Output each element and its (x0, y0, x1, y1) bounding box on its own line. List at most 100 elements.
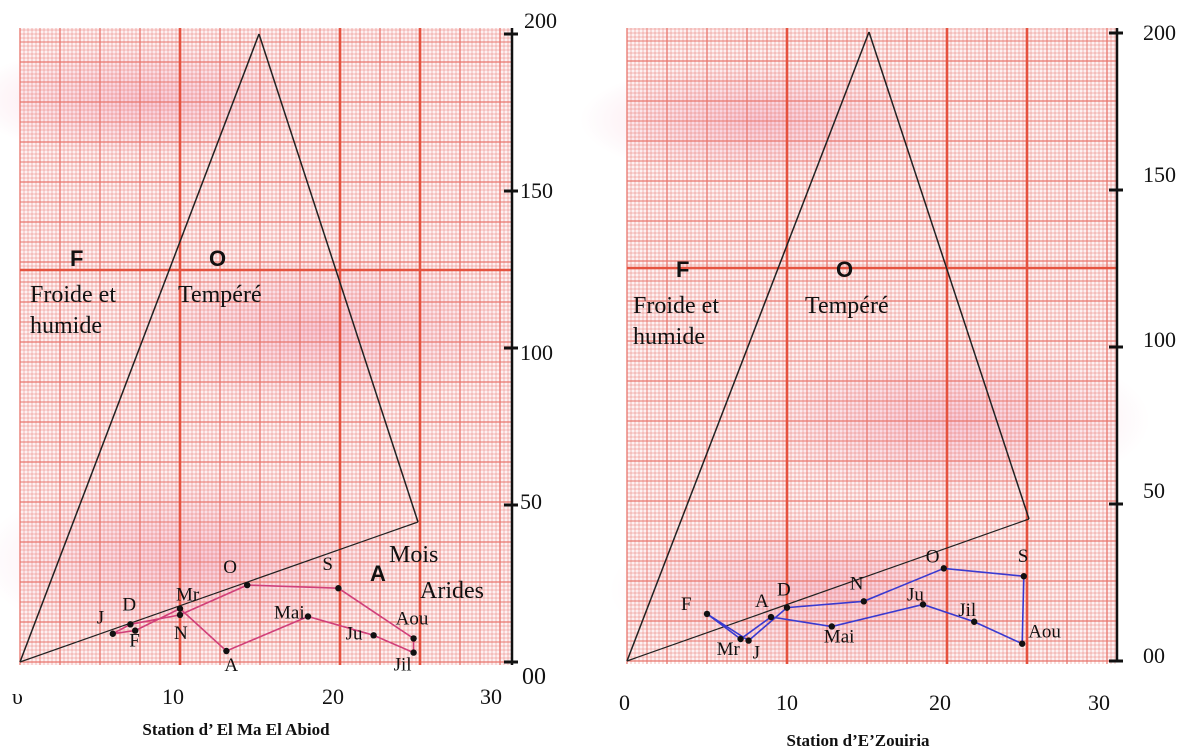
graph-paper-grid (626, 28, 1117, 664)
point-label: Mai (274, 602, 305, 623)
y-tick-50: 50 (1143, 478, 1165, 503)
point-label: A (224, 655, 238, 676)
point-label: J (753, 643, 760, 664)
point-label: S (1018, 546, 1029, 567)
series-e-zouiria: J F Mr A Mai Ju Jil Aou S O N D (681, 546, 1061, 663)
y-tick-200: 200 (524, 8, 557, 33)
data-point (223, 647, 230, 655)
arid-threshold-line (626, 518, 1030, 662)
chart-el-ma-el-abiod: J F Mr A Mai Ju Jil Aou S O N D F Froide et humide … (0, 8, 557, 739)
data-point (860, 598, 867, 605)
chart-title: Station d’E’Zouiria (786, 731, 930, 750)
data-point (745, 637, 752, 644)
data-point (244, 581, 251, 589)
data-point (410, 635, 417, 642)
zone-f-letter: F (676, 257, 689, 282)
zone-o-letter: O (209, 246, 226, 271)
data-point (783, 604, 791, 611)
point-label: Jil (394, 655, 412, 676)
y-tick-100: 100 (520, 340, 553, 365)
data-point (109, 630, 117, 637)
x-tick-10: 10 (776, 690, 798, 715)
x-tick-30: 30 (480, 684, 502, 709)
data-point (176, 605, 184, 612)
point-label: S (322, 554, 333, 575)
data-point (1020, 573, 1027, 580)
chart-title: Station d’ El Ma El Abiod (142, 720, 330, 739)
point-label: Mr (717, 639, 741, 660)
point-label: D (777, 580, 791, 601)
point-label: O (223, 557, 237, 578)
point-label: O (926, 546, 940, 567)
x-tick-10: 10 (162, 684, 184, 709)
point-label: N (174, 623, 188, 644)
zone-f-label-line1: Froide et (633, 293, 719, 319)
y-tick-150: 150 (1143, 162, 1176, 187)
zone-o-label: Tempéré (805, 293, 889, 319)
zone-a-label-line1: Mois (389, 542, 438, 568)
y-tick-labels: 00 50 150 100 200 (520, 8, 557, 690)
point-label: J (97, 608, 104, 629)
point-label: D (122, 594, 136, 615)
point-label: Mr (176, 585, 200, 606)
data-point (335, 585, 342, 592)
x-tick-labels: υ 10 20 30 (12, 684, 502, 709)
y-tick-200: 200 (1143, 20, 1176, 45)
zone-o-label: Tempéré (178, 282, 262, 308)
y-tick-00: 00 (522, 664, 546, 690)
graph-paper-grid (19, 28, 513, 665)
zone-f-label-line2: humide (633, 324, 705, 350)
x-tick-labels: 0 10 20 30 (619, 690, 1110, 715)
arid-threshold-line (19, 521, 419, 663)
point-label: Aou (396, 608, 429, 629)
triangle-right-edge (868, 31, 1030, 520)
data-point (703, 610, 711, 618)
data-point (971, 618, 978, 625)
point-label: F (129, 631, 140, 652)
zone-labels: F Froide et humide O Tempéré (633, 257, 889, 350)
zone-a-letter: A (370, 561, 386, 586)
zone-triangle (626, 31, 1030, 662)
data-point (940, 565, 947, 572)
x-tick-0: 0 (619, 690, 630, 715)
point-label: A (755, 591, 769, 612)
point-label: F (681, 594, 692, 615)
x-tick-20: 20 (929, 690, 951, 715)
zone-triangle (19, 33, 419, 663)
y-tick-50: 50 (520, 489, 542, 514)
y-axis (1109, 28, 1123, 663)
data-point (767, 613, 775, 621)
y-tick-150: 150 (520, 178, 553, 203)
y-tick-100: 100 (1143, 327, 1176, 352)
point-label: Ju (907, 584, 924, 605)
triangle-left-edge (626, 31, 870, 662)
point-label: Jil (958, 600, 976, 621)
data-point (132, 627, 139, 634)
data-point (737, 635, 744, 643)
zone-labels: F Froide et humide O Tempéré A Mois Arid… (30, 246, 484, 604)
zone-o-letter: O (836, 257, 853, 282)
data-point (410, 649, 417, 656)
y-tick-00: 00 (1143, 643, 1165, 668)
paper-background (580, 28, 1150, 670)
chart-e-zouiria: J F Mr A Mai Ju Jil Aou S O N D F Froide et humide … (580, 20, 1176, 750)
y-tick-labels: 00 50 100 150 200 (1143, 20, 1176, 668)
data-point (370, 632, 377, 639)
data-point (127, 621, 134, 628)
x-tick-0: υ (12, 684, 23, 709)
x-tick-20: 20 (322, 684, 344, 709)
data-point (304, 613, 312, 620)
zone-f-label-line1: Froide et (30, 282, 116, 308)
triangle-left-edge (19, 33, 260, 663)
point-label: Mai (824, 626, 855, 647)
point-label: Aou (1028, 622, 1061, 643)
data-point (828, 623, 835, 630)
series-el-ma-el-abiod: J F Mr A Mai Ju Jil Aou S O N D (97, 554, 429, 676)
data-point (176, 611, 184, 619)
zone-a-label-line2: Arides (420, 578, 484, 604)
data-point (1019, 640, 1026, 647)
zone-f-label-line2: humide (30, 313, 102, 339)
point-label: Ju (346, 623, 363, 644)
x-tick-30: 30 (1088, 690, 1110, 715)
